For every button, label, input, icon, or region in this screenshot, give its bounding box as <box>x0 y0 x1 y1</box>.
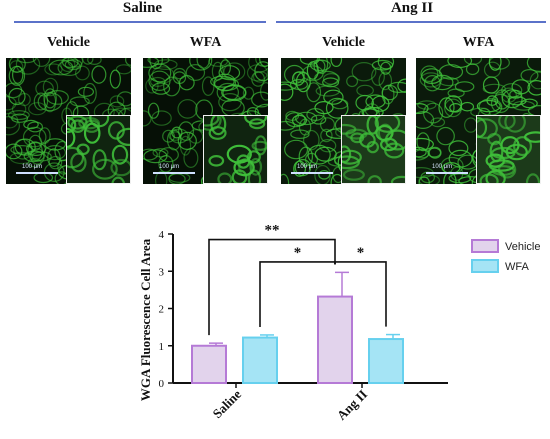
legend-label: Vehicle <box>505 241 540 253</box>
y-axis-label: WGA Fluorescence Cell Area <box>138 238 153 401</box>
significance-bracket <box>208 238 336 336</box>
bar-vehicle-angii <box>317 295 353 384</box>
bar-wfa-angii <box>368 338 404 385</box>
y-tick-label: 1 <box>159 341 165 353</box>
inset-zoom <box>203 115 268 184</box>
scale-bar <box>291 172 333 174</box>
scale-bar <box>16 172 58 174</box>
y-tick-label: 0 <box>159 378 165 390</box>
y-tick-label: 4 <box>159 229 165 241</box>
significance-label: ** <box>265 223 280 239</box>
scale-bar-label: 100 μm <box>297 164 318 170</box>
group-line-angii <box>276 21 546 23</box>
legend-swatch <box>471 259 499 273</box>
inset-zoom <box>476 115 541 184</box>
legend-swatch <box>471 239 499 253</box>
inset-zoom <box>66 115 131 184</box>
scale-bar <box>426 172 468 174</box>
scale-bar-label: 100 μm <box>159 164 180 170</box>
y-tick-label: 2 <box>159 304 165 316</box>
micrograph-saline-vehicle: 100 μm <box>6 58 131 184</box>
micrograph-saline-wfa: 100 μm <box>143 58 268 184</box>
legend-label: WFA <box>505 261 529 273</box>
significance-label: * <box>357 245 365 261</box>
significance-bracket <box>334 261 387 327</box>
scale-bar-label: 100 μm <box>22 164 43 170</box>
bar-vehicle-saline <box>191 344 227 384</box>
scale-bar-label: 100 μm <box>432 164 453 170</box>
column-label-angii-vehicle: Vehicle <box>321 35 366 50</box>
x-tick-label: Ang II <box>334 387 370 423</box>
column-label-angii-wfa: WFA <box>462 35 495 50</box>
column-label-saline-wfa: WFA <box>189 35 222 50</box>
column-label-saline-vehicle: Vehicle <box>46 35 91 50</box>
bar-wfa-saline <box>242 336 278 384</box>
micrograph-angii-vehicle: 100 μm <box>281 58 406 184</box>
inset-zoom <box>341 115 406 184</box>
y-tick-label: 3 <box>159 266 165 278</box>
group-title-angii: Ang II <box>390 0 434 16</box>
scale-bar <box>153 172 195 174</box>
x-tick-label: Saline <box>209 386 244 421</box>
significance-label: * <box>294 245 302 261</box>
micrograph-angii-wfa: 100 μm <box>416 58 541 184</box>
group-title-saline: Saline <box>122 0 163 16</box>
group-line-saline <box>14 21 266 23</box>
